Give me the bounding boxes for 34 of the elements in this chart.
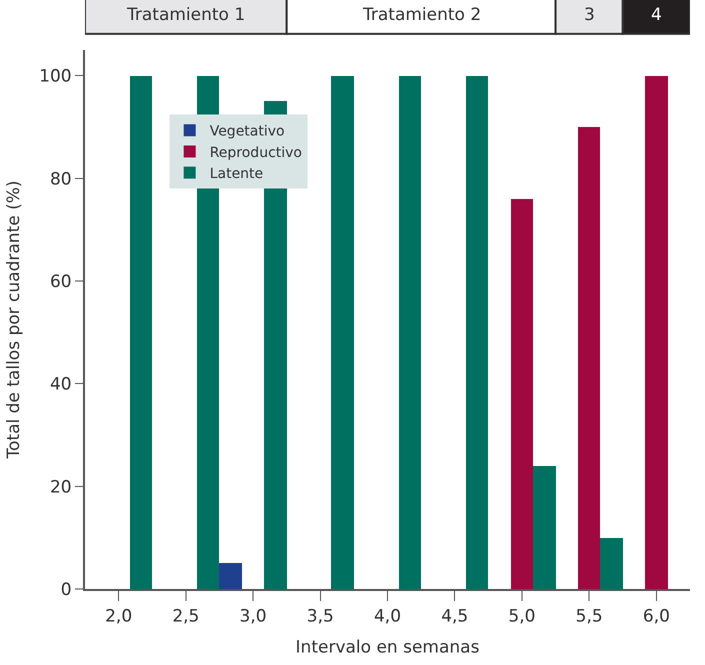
x-tick-label: 5,5 <box>576 606 603 626</box>
x-tick-label: 5,0 <box>508 606 536 626</box>
x-tick-label: 4,0 <box>374 606 402 626</box>
y-tick-label: 100 <box>39 66 72 87</box>
bar <box>578 127 600 589</box>
bar <box>399 76 421 589</box>
bar <box>219 563 242 589</box>
text: 3 <box>584 5 595 25</box>
legend-label: Reproductivo <box>210 144 302 161</box>
bar <box>600 538 623 589</box>
x-tick-label: 2,5 <box>172 606 200 626</box>
y-tick-label: 40 <box>50 374 72 395</box>
text: Tratamiento 2 <box>362 5 482 25</box>
y-tick-label: 60 <box>50 272 72 292</box>
y-tick-label: 20 <box>50 477 72 498</box>
legend-label: Vegetativo <box>210 124 285 140</box>
bar <box>511 199 533 589</box>
y-tick-label: 80 <box>50 169 72 190</box>
x-tick-label: 3,0 <box>240 606 267 626</box>
x-tick-label: 4,5 <box>441 606 468 626</box>
bar <box>533 466 556 589</box>
legend-label: Latente <box>210 166 264 182</box>
y-tick-label: 0 <box>60 580 72 600</box>
bar <box>466 76 488 589</box>
bar <box>331 76 354 589</box>
text: 4 <box>651 5 662 25</box>
x-tick-label: 6,0 <box>642 606 670 626</box>
x-axis-title: Intervalo en semanas <box>296 637 480 658</box>
bar <box>645 76 668 589</box>
x-tick-label: 3,5 <box>306 606 334 626</box>
bar <box>130 76 152 589</box>
x-tick-label: 2,0 <box>105 606 132 626</box>
text: Tratamiento 1 <box>126 5 246 25</box>
y-axis-title: Total de tallos por cuadrante (%) <box>4 180 24 460</box>
